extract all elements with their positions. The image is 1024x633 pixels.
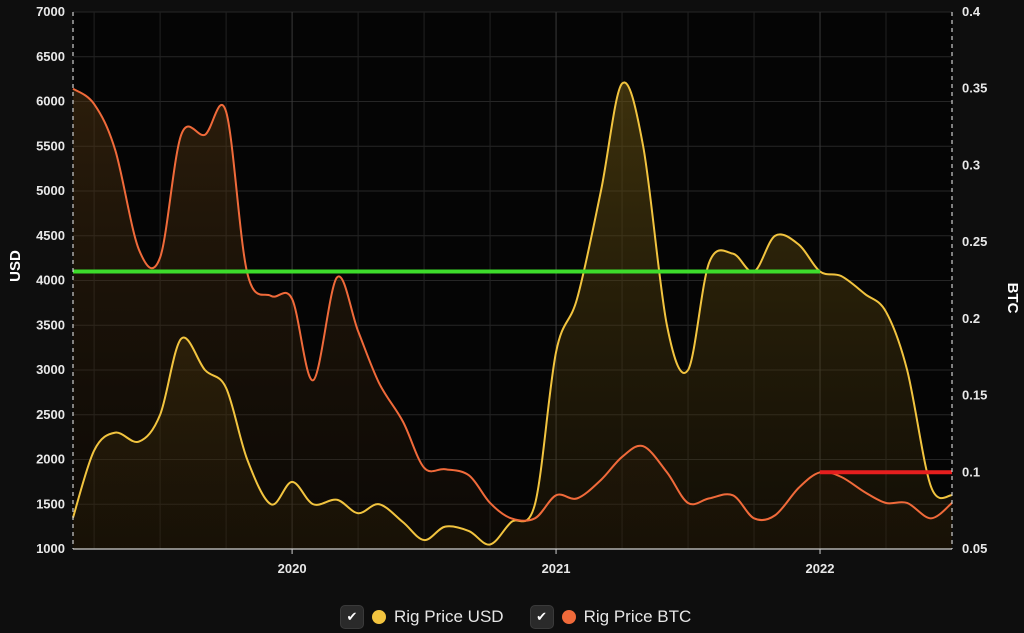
y-left-tick-label: 4000 xyxy=(36,273,65,288)
check-icon[interactable]: ✔ xyxy=(340,605,364,629)
y-left-tick-label: 1000 xyxy=(36,541,65,556)
y-right-tick-label: 0.05 xyxy=(962,541,987,556)
y-left-tick-label: 7000 xyxy=(36,4,65,19)
series-area-usd xyxy=(73,82,952,550)
legend-item-btc[interactable]: ✔ Rig Price BTC xyxy=(529,605,692,629)
y-left-tick-label: 4500 xyxy=(36,228,65,243)
legend-item-usd[interactable]: ✔ Rig Price USD xyxy=(340,605,504,629)
y-right-tick-label: 0.3 xyxy=(962,157,980,172)
y-right-tick-label: 0.25 xyxy=(962,234,987,249)
x-tick-label: 2021 xyxy=(542,561,571,576)
y-left-tick-label: 3000 xyxy=(36,362,65,377)
legend: ✔ Rig Price USD ✔ Rig Price BTC xyxy=(340,605,691,629)
x-tick-label: 2022 xyxy=(806,561,835,576)
y-left-axis-title: USD xyxy=(7,250,24,282)
y-right-tick-label: 0.2 xyxy=(962,311,980,326)
y-right-tick-label: 0.1 xyxy=(962,464,980,479)
check-icon[interactable]: ✔ xyxy=(529,605,554,629)
y-right-tick-label: 0.35 xyxy=(962,81,987,96)
y-left-tick-label: 1500 xyxy=(36,496,65,511)
y-left-tick-label: 2500 xyxy=(36,407,65,422)
y-left-tick-label: 5000 xyxy=(36,183,65,198)
y-left-tick-label: 6500 xyxy=(36,49,65,64)
legend-dot-usd xyxy=(372,610,386,624)
legend-label-btc: Rig Price BTC xyxy=(583,607,692,626)
y-left-tick-label: 2000 xyxy=(36,452,65,467)
y-left-tick-label: 3500 xyxy=(36,317,65,332)
y-left-tick-label: 5500 xyxy=(36,138,65,153)
x-tick-label: 2020 xyxy=(278,561,307,576)
legend-dot-btc xyxy=(561,610,576,624)
y-left-tick-label: 6000 xyxy=(36,94,65,109)
y-right-axis-title: BTC xyxy=(1004,283,1021,314)
y-right-tick-label: 0.15 xyxy=(962,388,987,403)
legend-label-usd: Rig Price USD xyxy=(394,607,504,626)
y-right-tick-label: 0.4 xyxy=(962,4,981,19)
series-area-btc xyxy=(73,88,952,549)
series-line-usd xyxy=(72,81,953,546)
series-line-btc xyxy=(72,87,953,522)
